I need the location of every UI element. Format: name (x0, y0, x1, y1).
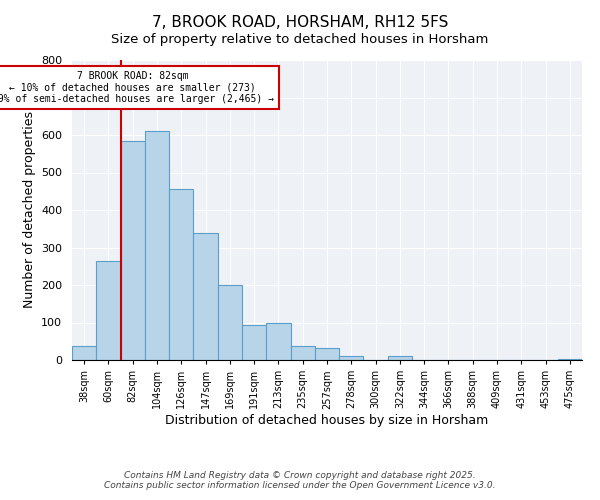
Bar (315, 348, 339, 360)
Bar (96, 260, 121, 360)
Bar (72, 346, 96, 360)
Text: 7, BROOK ROAD, HORSHAM, RH12 5FS: 7, BROOK ROAD, HORSHAM, RH12 5FS (152, 15, 448, 30)
Bar (242, 325, 266, 360)
Bar (121, 140, 145, 360)
Bar (266, 322, 290, 360)
Text: Contains HM Land Registry data © Crown copyright and database right 2025.
Contai: Contains HM Land Registry data © Crown c… (104, 470, 496, 490)
Bar (193, 233, 218, 360)
Bar (218, 285, 242, 360)
Bar (339, 356, 364, 360)
X-axis label: Distribution of detached houses by size in Horsham: Distribution of detached houses by size … (166, 414, 488, 427)
Bar (558, 359, 582, 360)
Bar (145, 131, 169, 360)
Text: 7 BROOK ROAD: 82sqm
← 10% of detached houses are smaller (273)
89% of semi-detac: 7 BROOK ROAD: 82sqm ← 10% of detached ho… (0, 71, 274, 104)
Bar (169, 190, 193, 360)
Bar (388, 356, 412, 360)
Bar (290, 346, 315, 360)
Y-axis label: Number of detached properties: Number of detached properties (23, 112, 35, 308)
Text: Size of property relative to detached houses in Horsham: Size of property relative to detached ho… (112, 32, 488, 46)
